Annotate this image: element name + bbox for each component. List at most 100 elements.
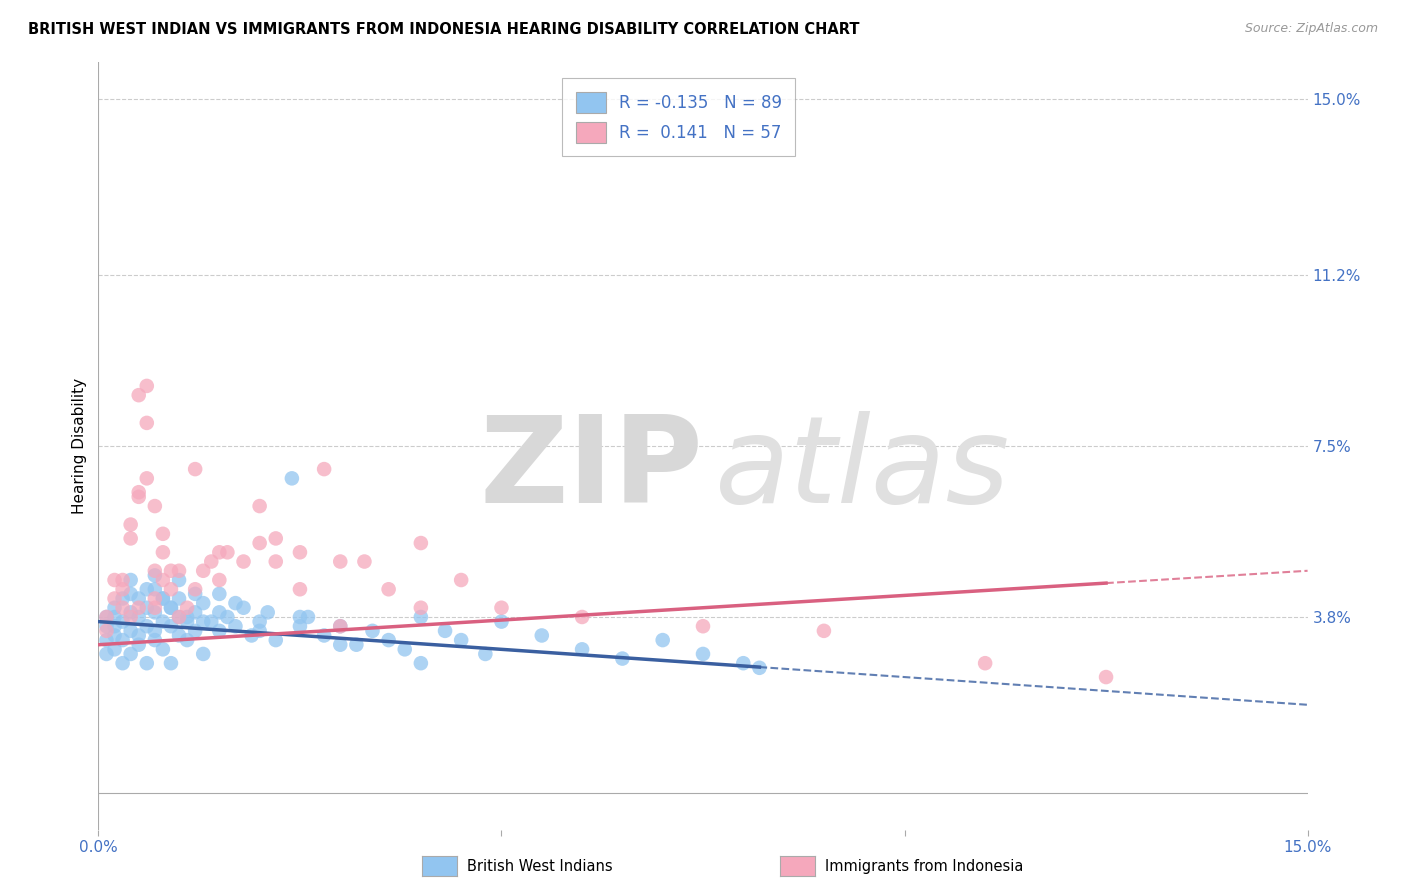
Point bbox=[128, 610, 150, 624]
Point bbox=[409, 656, 432, 670]
Point bbox=[167, 610, 190, 624]
Point bbox=[409, 536, 432, 550]
Point bbox=[135, 471, 157, 485]
Point bbox=[409, 610, 432, 624]
Point bbox=[377, 582, 399, 597]
Point bbox=[249, 499, 271, 513]
Point bbox=[571, 642, 593, 657]
Point bbox=[288, 619, 311, 633]
Point bbox=[240, 628, 263, 642]
Point bbox=[249, 624, 271, 638]
Point bbox=[128, 485, 150, 500]
Point bbox=[143, 624, 166, 638]
Point bbox=[103, 642, 125, 657]
Y-axis label: Hearing Disability: Hearing Disability bbox=[72, 378, 87, 514]
Point bbox=[176, 610, 198, 624]
Point bbox=[361, 624, 384, 638]
Point bbox=[264, 633, 287, 648]
Point bbox=[152, 573, 174, 587]
Point bbox=[733, 656, 755, 670]
Point bbox=[167, 573, 190, 587]
Point bbox=[96, 647, 118, 661]
Point bbox=[103, 600, 125, 615]
Point bbox=[193, 615, 215, 629]
Point bbox=[96, 633, 118, 648]
Point bbox=[120, 647, 142, 661]
Point bbox=[167, 591, 190, 606]
Point bbox=[120, 587, 142, 601]
Point bbox=[208, 606, 231, 620]
Point bbox=[217, 545, 239, 559]
Point bbox=[329, 555, 352, 569]
Text: Source: ZipAtlas.com: Source: ZipAtlas.com bbox=[1244, 22, 1378, 36]
Point bbox=[748, 661, 770, 675]
Point bbox=[96, 610, 118, 624]
Point bbox=[152, 545, 174, 559]
Point bbox=[111, 573, 134, 587]
Point bbox=[434, 624, 457, 638]
Point bbox=[184, 582, 207, 597]
Point bbox=[143, 582, 166, 597]
Point bbox=[200, 615, 222, 629]
Point bbox=[193, 564, 215, 578]
Point bbox=[143, 499, 166, 513]
Point bbox=[249, 615, 271, 629]
Point bbox=[120, 532, 142, 546]
Point bbox=[160, 582, 183, 597]
Point bbox=[167, 628, 190, 642]
Point bbox=[974, 656, 997, 670]
Point bbox=[103, 610, 125, 624]
Point bbox=[152, 591, 174, 606]
Point bbox=[409, 600, 432, 615]
Text: BRITISH WEST INDIAN VS IMMIGRANTS FROM INDONESIA HEARING DISABILITY CORRELATION : BRITISH WEST INDIAN VS IMMIGRANTS FROM I… bbox=[28, 22, 859, 37]
Point bbox=[167, 564, 190, 578]
Point bbox=[329, 619, 352, 633]
Point bbox=[103, 619, 125, 633]
Point bbox=[232, 600, 254, 615]
Point bbox=[128, 591, 150, 606]
Point bbox=[152, 642, 174, 657]
Point bbox=[128, 628, 150, 642]
Point bbox=[1095, 670, 1118, 684]
Point bbox=[135, 619, 157, 633]
Point bbox=[135, 656, 157, 670]
Point bbox=[474, 647, 496, 661]
Point bbox=[193, 596, 215, 610]
Point bbox=[200, 555, 222, 569]
Point bbox=[128, 388, 150, 402]
Point bbox=[288, 610, 311, 624]
Point bbox=[143, 568, 166, 582]
Point bbox=[288, 582, 311, 597]
Point bbox=[96, 619, 118, 633]
Point bbox=[143, 564, 166, 578]
Point bbox=[264, 532, 287, 546]
Point bbox=[224, 619, 246, 633]
Point bbox=[264, 555, 287, 569]
Point bbox=[176, 633, 198, 648]
Point bbox=[167, 610, 190, 624]
Point bbox=[160, 656, 183, 670]
Point bbox=[232, 555, 254, 569]
Point bbox=[135, 416, 157, 430]
Point bbox=[143, 600, 166, 615]
Point bbox=[281, 471, 304, 485]
Point bbox=[103, 573, 125, 587]
Point bbox=[160, 600, 183, 615]
Point bbox=[377, 633, 399, 648]
Point bbox=[249, 536, 271, 550]
Point bbox=[143, 633, 166, 648]
Point bbox=[329, 619, 352, 633]
Point bbox=[111, 600, 134, 615]
Point bbox=[692, 619, 714, 633]
Point bbox=[208, 624, 231, 638]
Point bbox=[135, 379, 157, 393]
Point bbox=[176, 600, 198, 615]
Text: British West Indians: British West Indians bbox=[467, 859, 613, 873]
Point bbox=[491, 600, 513, 615]
Point bbox=[135, 600, 157, 615]
Point bbox=[120, 610, 142, 624]
Point bbox=[184, 606, 207, 620]
Point bbox=[152, 526, 174, 541]
Point bbox=[111, 591, 134, 606]
Point bbox=[111, 633, 134, 648]
